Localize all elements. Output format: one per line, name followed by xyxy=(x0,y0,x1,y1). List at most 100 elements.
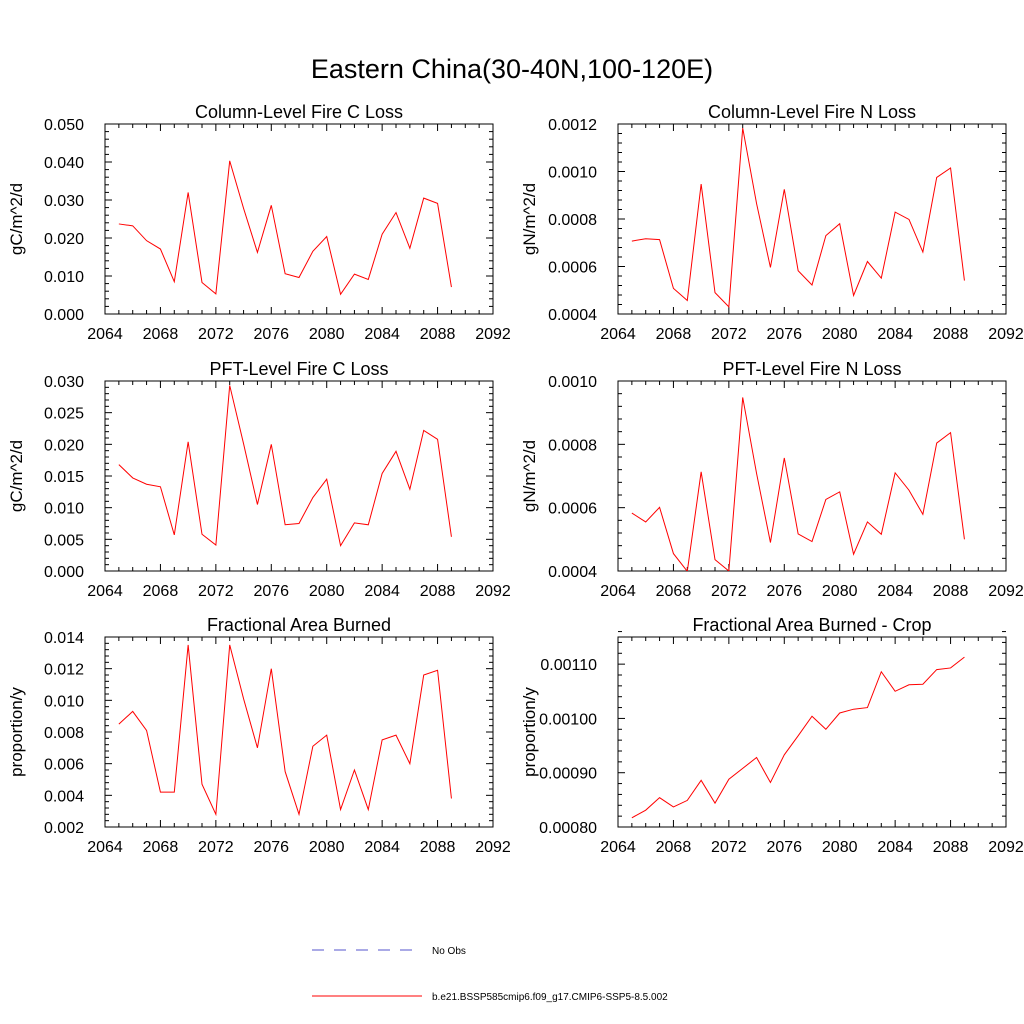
y-tick-label: 0.025 xyxy=(44,406,84,423)
x-tick-label: 2076 xyxy=(253,326,289,343)
x-tick-label: 2068 xyxy=(656,326,692,343)
y-tick-label: 0.006 xyxy=(44,757,84,774)
y-tick-label: 0.020 xyxy=(44,437,84,454)
y-tick-label: 0.0006 xyxy=(548,260,597,277)
y-tick-label: 0.002 xyxy=(44,820,84,837)
x-tick-label: 2080 xyxy=(822,839,858,856)
y-tick-label: 0.040 xyxy=(44,155,84,172)
x-tick-label: 2072 xyxy=(711,583,747,600)
y-tick-label: 0.0008 xyxy=(548,437,597,454)
x-tick-label: 2068 xyxy=(656,583,692,600)
panel-title: Column-Level Fire N Loss xyxy=(708,102,916,122)
y-tick-label: 0.005 xyxy=(44,532,84,549)
panel-title: PFT-Level Fire N Loss xyxy=(722,359,901,379)
x-tick-label: 2068 xyxy=(656,839,692,856)
panel-column-fire-c-loss: Column-Level Fire C Loss gC/m^2/d 2064 2068… xyxy=(7,102,511,343)
y-tick-label: 0.014 xyxy=(44,630,84,647)
x-tick-label: 2068 xyxy=(143,839,179,856)
legend-label-model: b.e21.BSSP585cmip6.f09_g17.CMIP6-SSP5-8.… xyxy=(432,992,668,1003)
y-axis-label: gC/m^2/d xyxy=(7,183,26,255)
y-tick-label: 0.004 xyxy=(44,788,84,805)
y-tick-label: 0.0006 xyxy=(548,501,597,518)
y-axis-label: gN/m^2/d xyxy=(520,183,539,255)
x-tick-label: 2072 xyxy=(198,583,234,600)
y-tick-label: 0.0012 xyxy=(548,117,597,134)
y-tick-label: 0.012 xyxy=(44,662,84,679)
x-tick-label: 2084 xyxy=(877,326,913,343)
y-axis-label: proportion/y xyxy=(7,687,26,777)
x-tick-label: 2076 xyxy=(766,583,802,600)
x-tick-label: 2080 xyxy=(309,839,345,856)
panel-pft-fire-n-loss: PFT-Level Fire N Loss gN/m^2/d 2064 2068 207… xyxy=(520,359,1024,600)
y-tick-label: 0.015 xyxy=(44,469,84,486)
y-axis-label: proportion/y xyxy=(520,687,539,777)
series-line xyxy=(631,656,965,819)
x-tick-label: 2068 xyxy=(143,326,179,343)
panel-title: Column-Level Fire C Loss xyxy=(195,102,403,122)
y-tick-label: 0.020 xyxy=(44,231,84,248)
x-tick-label: 2080 xyxy=(309,326,345,343)
y-tick-label: 0.010 xyxy=(44,501,84,518)
x-tick-label: 2064 xyxy=(600,583,636,600)
x-tick-label: 2076 xyxy=(253,839,289,856)
x-tick-label: 2080 xyxy=(822,583,858,600)
x-tick-label: 2076 xyxy=(766,839,802,856)
x-tick-label: 2068 xyxy=(143,583,179,600)
x-tick-label: 2080 xyxy=(822,326,858,343)
x-tick-label: 2088 xyxy=(933,326,969,343)
x-tick-label: 2092 xyxy=(988,583,1024,600)
x-tick-label: 2092 xyxy=(475,583,511,600)
y-tick-label: 0.0004 xyxy=(548,564,597,581)
y-tick-label: 0.00110 xyxy=(540,657,597,674)
y-tick-label: 0.0004 xyxy=(548,307,597,324)
y-axis-label: gC/m^2/d xyxy=(7,440,26,512)
x-tick-label: 2084 xyxy=(877,583,913,600)
panel-fractional-area-burned: Fractional Area Burned proportion/y 2064 20… xyxy=(7,615,511,856)
series-line xyxy=(118,160,452,296)
x-tick-label: 2088 xyxy=(933,583,969,600)
x-tick-label: 2064 xyxy=(600,839,636,856)
x-tick-label: 2072 xyxy=(198,326,234,343)
y-tick-label: 0.0010 xyxy=(548,374,597,391)
series-line xyxy=(631,397,965,571)
panel-column-fire-n-loss: Column-Level Fire N Loss gN/m^2/d 2064 2068… xyxy=(520,102,1024,343)
y-tick-label: 0.010 xyxy=(44,693,84,710)
y-axis-label: gN/m^2/d xyxy=(520,440,539,512)
x-tick-label: 2064 xyxy=(600,326,636,343)
x-tick-label: 2084 xyxy=(364,326,400,343)
y-tick-label: 0.030 xyxy=(44,193,84,210)
y-tick-label: 0.00100 xyxy=(539,711,597,728)
legend-label-no-obs: No Obs xyxy=(432,946,466,957)
x-tick-label: 2084 xyxy=(364,839,400,856)
y-tick-label: 0.000 xyxy=(44,307,84,324)
panel-title: PFT-Level Fire C Loss xyxy=(209,359,388,379)
x-tick-label: 2092 xyxy=(988,839,1024,856)
x-tick-label: 2092 xyxy=(475,326,511,343)
x-tick-label: 2072 xyxy=(198,839,234,856)
x-tick-label: 2092 xyxy=(988,326,1024,343)
x-tick-label: 2088 xyxy=(420,839,456,856)
y-tick-label: 0.00080 xyxy=(539,820,597,837)
x-tick-label: 2088 xyxy=(420,583,456,600)
panel-pft-fire-c-loss: PFT-Level Fire C Loss gC/m^2/d 2064 2068 207… xyxy=(7,359,511,600)
y-tick-label: 0.050 xyxy=(44,117,84,134)
panel-fractional-area-burned-crop: Fractional Area Burned - Crop proportion/… xyxy=(520,615,1024,856)
series-line xyxy=(118,644,452,817)
y-tick-label: 0.000 xyxy=(44,564,84,581)
x-tick-label: 2064 xyxy=(87,583,123,600)
x-tick-label: 2088 xyxy=(420,326,456,343)
x-tick-label: 2064 xyxy=(87,839,123,856)
y-tick-label: 0.008 xyxy=(44,725,84,742)
x-tick-label: 2088 xyxy=(933,839,969,856)
y-tick-label: 0.010 xyxy=(44,269,84,286)
y-tick-label: 0.0008 xyxy=(548,212,597,229)
x-tick-label: 2080 xyxy=(309,583,345,600)
y-tick-label: 0.030 xyxy=(44,374,84,391)
legend: No Obs b.e21.BSSP585cmip6.f09_g17.CMIP6-… xyxy=(312,946,668,1003)
figure-title: Eastern China(30-40N,100-120E) xyxy=(311,54,713,84)
x-tick-label: 2076 xyxy=(766,326,802,343)
y-tick-label: 0.00090 xyxy=(539,766,597,783)
x-tick-label: 2084 xyxy=(877,839,913,856)
